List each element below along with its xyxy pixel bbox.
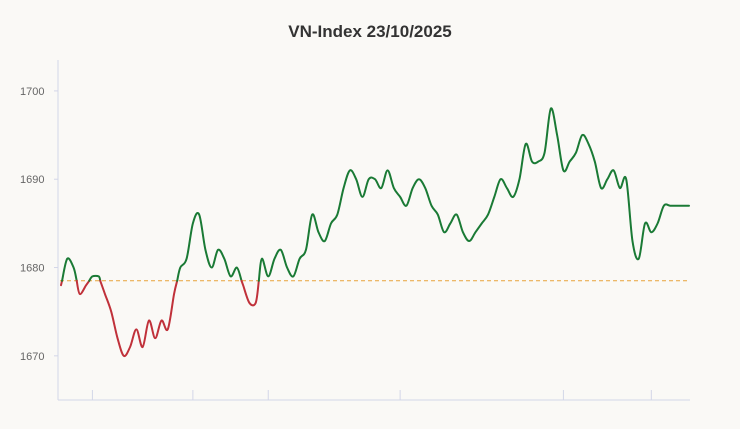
- series-segment-below-4: [99, 279, 179, 358]
- chart-title: VN-Index 23/10/2025: [288, 22, 452, 41]
- y-tick-label-1680: 1680: [20, 263, 44, 275]
- y-tick-label-1670: 1670: [20, 351, 44, 363]
- y-tick-label-1700: 1700: [20, 86, 44, 98]
- series-segment-above-3: [88, 274, 102, 282]
- series-line-group: [60, 107, 690, 358]
- chart-axes: [57, 60, 690, 401]
- series-segment-above-1: [61, 257, 78, 282]
- y-tick-labels: 1670 1680 1690 1700: [20, 86, 58, 363]
- series-segment-above-5: [176, 212, 243, 282]
- y-tick-label-1690: 1690: [20, 174, 44, 186]
- series-segment-above-7: [257, 107, 690, 282]
- series-segment-below-6: [240, 279, 260, 307]
- series-segment-below-2: [75, 279, 91, 296]
